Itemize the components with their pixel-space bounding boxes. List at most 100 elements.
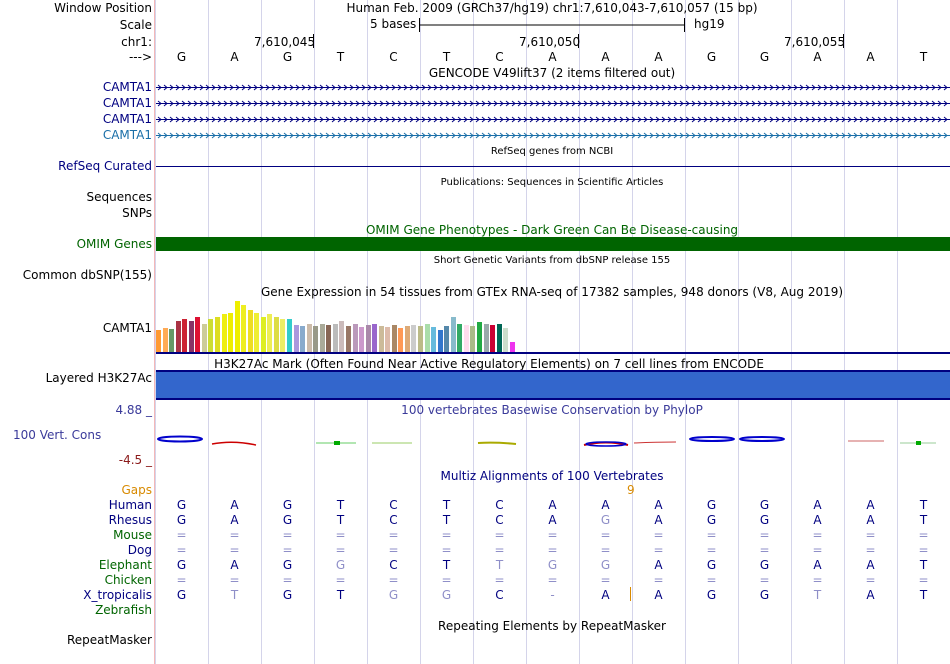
gtex-tissue-bar[interactable] bbox=[254, 313, 260, 352]
species-label[interactable]: Human bbox=[108, 498, 152, 512]
h3k27ac-signal[interactable] bbox=[156, 372, 950, 398]
gtex-tissue-bar[interactable] bbox=[293, 325, 299, 352]
gtex-tissue-bar[interactable] bbox=[228, 313, 234, 352]
refseq-gene-line[interactable] bbox=[156, 166, 950, 167]
alignment-base: = bbox=[600, 528, 611, 542]
gtex-tissue-bar[interactable] bbox=[319, 324, 325, 352]
gtex-tissue-bar[interactable] bbox=[437, 330, 443, 352]
gtex-bar-chart[interactable] bbox=[156, 300, 950, 352]
gtex-tissue-bar[interactable] bbox=[470, 326, 476, 352]
gtex-tissue-bar[interactable] bbox=[496, 324, 502, 352]
gtex-tissue-bar[interactable] bbox=[287, 319, 292, 352]
insertion-marker[interactable] bbox=[630, 587, 631, 601]
gtex-tissue-bar[interactable] bbox=[339, 321, 345, 352]
species-label[interactable]: X_tropicalis bbox=[83, 588, 152, 602]
gaps-label[interactable]: Gaps bbox=[121, 483, 152, 497]
dbsnp-label[interactable]: Common dbSNP(155) bbox=[22, 268, 152, 282]
alignment-base: = bbox=[335, 573, 346, 587]
snps-label[interactable]: SNPs bbox=[122, 206, 152, 220]
gtex-tissue-bar[interactable] bbox=[156, 330, 161, 352]
gtex-tissue-bar[interactable] bbox=[208, 319, 214, 352]
gtex-tissue-bar[interactable] bbox=[326, 325, 332, 352]
gtex-tissue-bar[interactable] bbox=[431, 327, 437, 352]
reference-base: T bbox=[442, 50, 451, 64]
species-label[interactable]: Rhesus bbox=[108, 513, 152, 527]
gtex-tissue-bar[interactable] bbox=[332, 324, 338, 352]
publications-label[interactable]: Sequences bbox=[86, 190, 152, 204]
base-gridline bbox=[685, 0, 686, 664]
gencode-transcripts[interactable] bbox=[156, 80, 950, 144]
gtex-tissue-bar[interactable] bbox=[365, 325, 371, 352]
gtex-tissue-bar[interactable] bbox=[267, 314, 273, 352]
gtex-tissue-bar[interactable] bbox=[476, 322, 482, 352]
gtex-tissue-bar[interactable] bbox=[444, 326, 450, 352]
gtex-tissue-bar[interactable] bbox=[450, 317, 456, 352]
gtex-tissue-bar[interactable] bbox=[359, 327, 365, 352]
gtex-tissue-bar[interactable] bbox=[182, 319, 188, 352]
omim-title: OMIM Gene Phenotypes - Dark Green Can Be… bbox=[365, 223, 739, 237]
species-label[interactable]: Elephant bbox=[98, 558, 152, 572]
gap-count[interactable]: 9 bbox=[627, 483, 635, 497]
alignment-base: C bbox=[389, 558, 398, 572]
gtex-tissue-bar[interactable] bbox=[260, 317, 266, 352]
gtex-tissue-bar[interactable] bbox=[418, 326, 423, 352]
gencode-item-label[interactable]: CAMTA1 bbox=[102, 80, 152, 94]
gtex-tissue-bar[interactable] bbox=[241, 305, 247, 352]
alignment-base: = bbox=[176, 528, 187, 542]
gtex-tissue-bar[interactable] bbox=[313, 326, 319, 352]
gtex-tissue-bar[interactable] bbox=[385, 327, 391, 352]
coord-tick bbox=[578, 34, 579, 48]
gtex-tissue-bar[interactable] bbox=[404, 326, 410, 352]
alignment-base: = bbox=[865, 528, 876, 542]
gtex-tissue-bar[interactable] bbox=[352, 324, 358, 352]
gtex-tissue-bar[interactable] bbox=[345, 326, 351, 352]
gtex-tissue-bar[interactable] bbox=[221, 314, 227, 352]
reference-base: A bbox=[230, 50, 239, 64]
gencode-item-label[interactable]: CAMTA1 bbox=[102, 128, 152, 142]
species-label[interactable]: Chicken bbox=[104, 573, 152, 587]
gtex-tissue-bar[interactable] bbox=[300, 326, 306, 352]
gtex-tissue-bar[interactable] bbox=[457, 324, 463, 352]
gtex-tissue-bar[interactable] bbox=[214, 317, 220, 352]
gtex-tissue-bar[interactable] bbox=[306, 324, 312, 352]
refseq-label[interactable]: RefSeq Curated bbox=[58, 159, 152, 173]
species-label[interactable]: Zebrafish bbox=[95, 603, 152, 617]
gtex-tissue-bar[interactable] bbox=[398, 328, 404, 352]
h3k27ac-label[interactable]: Layered H3K27Ac bbox=[45, 371, 152, 385]
gtex-tissue-bar[interactable] bbox=[201, 324, 207, 352]
gtex-tissue-bar[interactable] bbox=[483, 324, 489, 352]
conservation-wiggle[interactable] bbox=[156, 430, 950, 454]
gtex-tissue-bar[interactable] bbox=[372, 324, 378, 352]
gtex-tissue-bar[interactable] bbox=[391, 325, 397, 352]
alignment-base: = bbox=[759, 573, 770, 587]
gtex-tissue-bar[interactable] bbox=[175, 321, 181, 352]
species-label[interactable]: Mouse bbox=[113, 528, 152, 542]
omim-label[interactable]: OMIM Genes bbox=[76, 237, 152, 251]
gtex-tissue-bar[interactable] bbox=[503, 328, 509, 352]
alignment-base: G bbox=[388, 588, 399, 602]
gtex-tissue-bar[interactable] bbox=[169, 329, 175, 352]
gencode-item-label[interactable]: CAMTA1 bbox=[102, 96, 152, 110]
alignment-base: = bbox=[229, 543, 240, 557]
gtex-tissue-bar[interactable] bbox=[509, 342, 515, 352]
gtex-tissue-bar[interactable] bbox=[247, 310, 253, 352]
gtex-tissue-bar[interactable] bbox=[162, 328, 168, 352]
species-label[interactable]: Dog bbox=[127, 543, 152, 557]
gtex-tissue-bar[interactable] bbox=[424, 324, 430, 352]
repeatmasker-label[interactable]: RepeatMasker bbox=[66, 633, 152, 647]
gtex-label[interactable]: CAMTA1 bbox=[102, 321, 152, 335]
gtex-tissue-bar[interactable] bbox=[490, 325, 496, 352]
gtex-title: Gene Expression in 54 tissues from GTEx … bbox=[260, 285, 844, 299]
gtex-tissue-bar[interactable] bbox=[280, 319, 286, 352]
gtex-tissue-bar[interactable] bbox=[234, 301, 240, 352]
gtex-tissue-bar[interactable] bbox=[463, 325, 469, 352]
conservation-label[interactable]: 100 Vert. Cons bbox=[13, 428, 102, 442]
gtex-tissue-bar[interactable] bbox=[195, 317, 201, 352]
gencode-item-label[interactable]: CAMTA1 bbox=[102, 112, 152, 126]
alignment-base: = bbox=[600, 573, 611, 587]
gtex-tissue-bar[interactable] bbox=[411, 325, 417, 352]
omim-gene-bar[interactable] bbox=[156, 237, 950, 251]
gtex-tissue-bar[interactable] bbox=[188, 321, 194, 352]
gtex-tissue-bar[interactable] bbox=[378, 326, 384, 352]
gtex-tissue-bar[interactable] bbox=[273, 317, 279, 352]
